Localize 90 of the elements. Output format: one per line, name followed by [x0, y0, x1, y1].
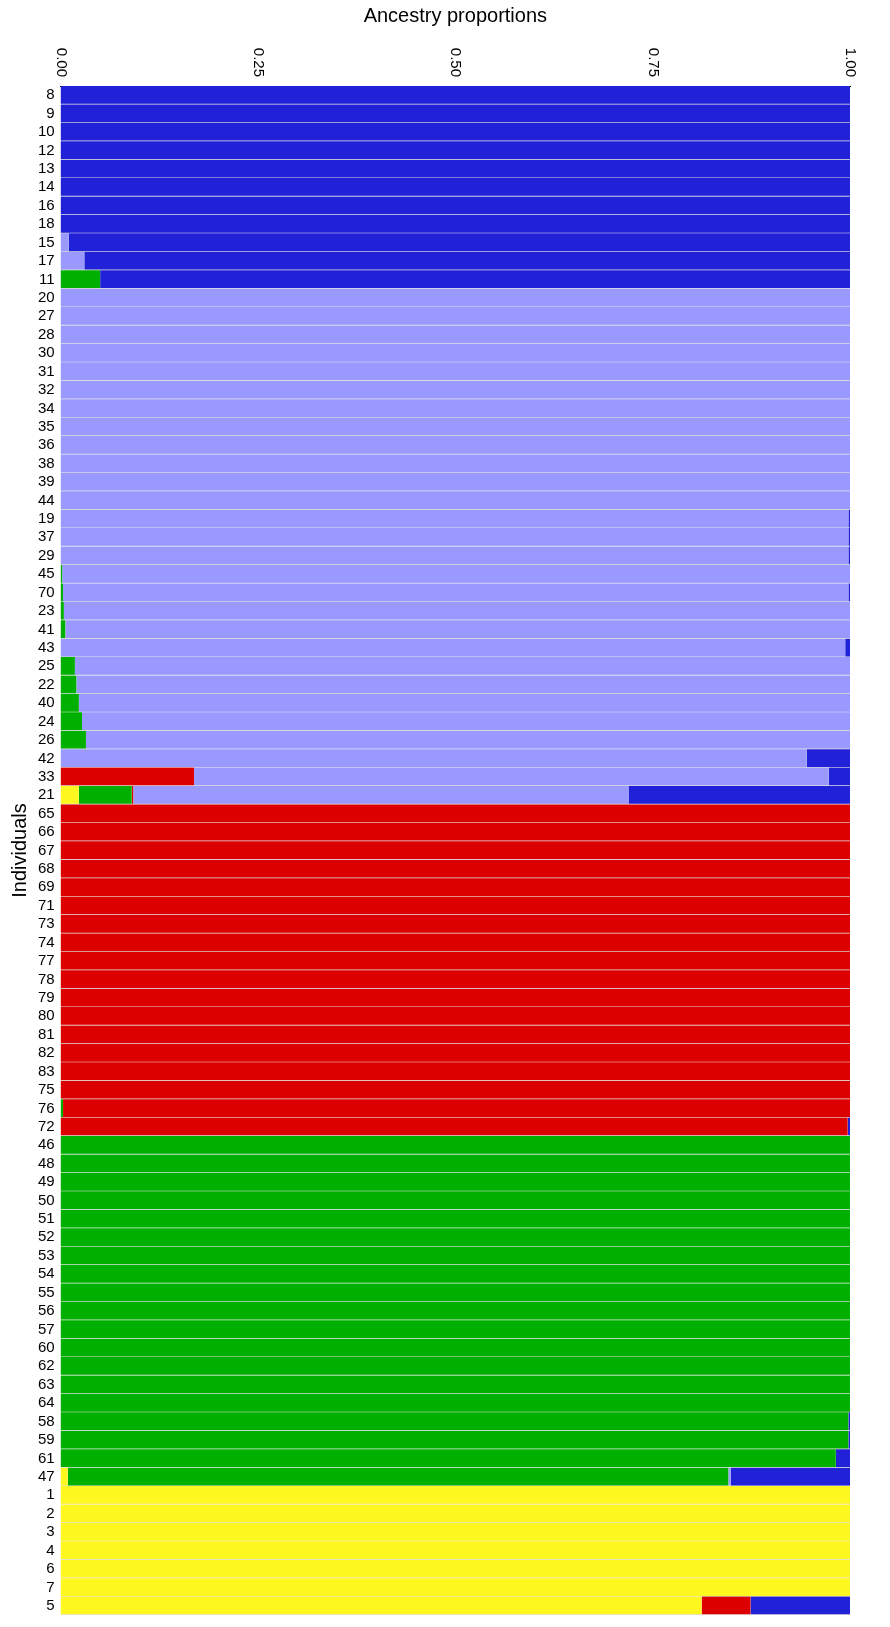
y-tick-label: 32 [38, 380, 55, 398]
y-tick-label: 13 [38, 159, 55, 177]
y-tick-label: 29 [38, 545, 55, 563]
y-tick-label: 3 [46, 1522, 55, 1540]
y-tick-label: 8 [46, 85, 55, 103]
y-tick-label: 44 [38, 490, 55, 508]
x-axis-title: Ancestry proportions [363, 3, 548, 26]
y-tick-label: 21 [38, 785, 55, 803]
y-tick-label: 58 [38, 1411, 55, 1429]
y-tick-label: 60 [38, 1338, 55, 1356]
y-tick-label: 24 [38, 711, 55, 729]
x-tick-label: 0.00 [53, 47, 71, 77]
y-tick-label: 47 [38, 1466, 55, 1484]
y-tick-label: 19 [38, 509, 55, 527]
y-tick-label: 33 [38, 766, 55, 784]
y-tick-label: 17 [38, 251, 55, 269]
y-tick-label: 57 [38, 1319, 55, 1337]
y-tick-label: 38 [38, 453, 55, 471]
y-tick-label: 43 [38, 638, 55, 655]
y-tick-label: 18 [38, 214, 55, 232]
y-tick-label: 77 [38, 951, 55, 969]
y-tick-label: 30 [38, 343, 55, 361]
x-tick-label: 0.25 [250, 47, 268, 77]
y-tick-label: 82 [38, 1043, 55, 1061]
y-tick-label: 54 [38, 1264, 55, 1282]
y-tick-label: 39 [38, 472, 55, 490]
y-tick-label: 69 [38, 877, 55, 895]
y-tick-label: 74 [38, 932, 55, 950]
y-tick-label: 68 [38, 859, 55, 877]
y-tick-label: 7 [46, 1577, 55, 1595]
y-tick-label: 81 [38, 1024, 55, 1042]
y-tick-label: 76 [38, 1098, 55, 1116]
y-tick-label: 52 [38, 1227, 55, 1245]
y-tick-label: 46 [38, 1135, 55, 1153]
y-tick-label: 42 [38, 748, 55, 766]
y-tick-label: 1 [46, 1485, 55, 1503]
y-tick-label: 12 [38, 140, 55, 158]
y-tick-label: 5 [46, 1595, 55, 1613]
y-tick-label: 83 [38, 1061, 55, 1079]
y-tick-label: 41 [38, 619, 55, 637]
y-tick-label: 78 [38, 969, 55, 987]
y-tick-label: 65 [38, 803, 55, 821]
y-tick-label: 15 [38, 232, 55, 250]
y-tick-label: 35 [38, 416, 55, 434]
y-tick-label: 59 [38, 1430, 55, 1448]
y-tick-label: 23 [38, 601, 55, 619]
y-tick-label: 49 [38, 1172, 55, 1190]
y-tick-label: 72 [38, 1116, 55, 1134]
y-tick-label: 79 [38, 988, 55, 1006]
y-tick-label: 14 [38, 177, 55, 195]
y-tick-label: 80 [38, 1006, 55, 1024]
y-tick-label: 28 [38, 324, 55, 342]
y-tick-label: 70 [38, 582, 55, 600]
y-tick-label: 66 [38, 822, 55, 840]
y-tick-label: 71 [38, 895, 55, 913]
y-tick-label: 9 [46, 103, 55, 121]
y-tick-label: 25 [38, 656, 55, 674]
y-tick-label: 34 [38, 398, 55, 416]
y-tick-label: 6 [46, 1559, 55, 1577]
y-tick-label: 53 [38, 1245, 55, 1263]
y-tick-label: 50 [38, 1190, 55, 1208]
y-tick-label: 67 [38, 840, 55, 858]
y-tick-label: 16 [38, 195, 55, 213]
y-tick-label: 45 [38, 564, 55, 582]
x-tick-label: 1.00 [842, 47, 860, 77]
y-tick-label: 40 [38, 693, 55, 711]
y-tick-label: 75 [38, 1080, 55, 1098]
y-axis-title: Individuals [7, 803, 30, 898]
y-tick-label: 4 [46, 1540, 55, 1558]
y-tick-label: 56 [38, 1301, 55, 1319]
y-tick-label: 51 [38, 1209, 55, 1227]
y-tick-label: 31 [38, 361, 55, 379]
y-tick-label: 2 [46, 1503, 55, 1521]
y-tick-label: 20 [38, 287, 55, 305]
y-tick-label: 36 [38, 435, 55, 453]
y-tick-label: 10 [38, 122, 55, 140]
y-tick-label: 73 [38, 914, 55, 932]
y-tick-label: 63 [38, 1374, 55, 1392]
y-tick-label: 64 [38, 1393, 55, 1411]
x-tick-label: 0.75 [645, 47, 663, 77]
y-tick-label: 27 [38, 306, 55, 324]
y-tick-label: 22 [38, 674, 55, 692]
y-tick-label: 11 [39, 269, 55, 287]
y-tick-label: 61 [38, 1448, 55, 1466]
y-tick-label: 48 [38, 1153, 55, 1171]
y-tick-label: 62 [38, 1356, 55, 1374]
x-tick-label: 0.50 [448, 47, 466, 77]
y-tick-label: 26 [38, 730, 55, 748]
y-tick-label: 37 [38, 527, 55, 545]
y-tick-label: 55 [38, 1282, 55, 1300]
